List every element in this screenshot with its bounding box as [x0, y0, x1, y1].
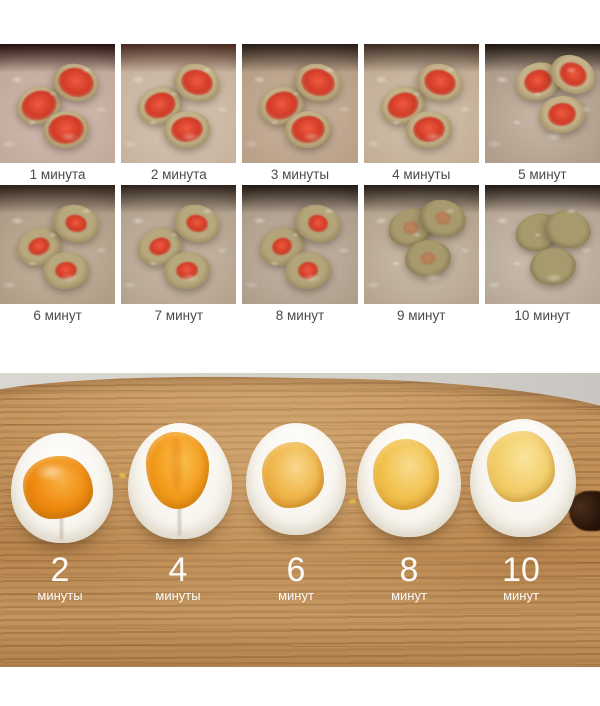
egg-yolk-core: [299, 65, 338, 100]
egg-time-label-8: 8 минут: [364, 553, 454, 603]
boiling-step-9-min: 9 минут: [363, 185, 479, 329]
egg-in-pot: [527, 245, 578, 288]
boiling-step-7-min: 7 минут: [121, 185, 237, 329]
egg-yolk-core: [433, 210, 453, 228]
pot-photo: [484, 44, 600, 163]
knife-handle: [569, 491, 600, 531]
pot-photo: [0, 44, 116, 163]
egg-yolk-core: [421, 66, 458, 99]
time-caption: 6 минут: [33, 308, 82, 323]
minutes-unit: минут: [391, 588, 427, 603]
egg-yolk-core: [290, 114, 326, 145]
minutes-number: 6: [286, 551, 306, 589]
egg-yolk-core: [555, 57, 592, 92]
egg-half-6-min: [246, 423, 346, 535]
time-caption: 3 минуты: [270, 167, 330, 182]
minutes-number: 10: [502, 551, 540, 589]
egg-yolk-core: [25, 234, 53, 259]
timeline-row-2: 6 минут 7 минут 8 минут 9 минут 10 минут: [0, 185, 600, 329]
minutes-number: 2: [50, 551, 70, 589]
boiling-step-5-min: 5 минут: [484, 44, 600, 185]
egg-yolk-core: [306, 213, 331, 234]
egg-yolk-core: [419, 250, 438, 266]
egg-time-label-2: 2 минуты: [15, 553, 105, 603]
time-caption: 8 минут: [275, 308, 325, 323]
minutes-unit: минут: [503, 588, 539, 603]
egg-yolk-core: [63, 212, 89, 235]
pot-photo: [363, 185, 479, 304]
egg-half-8-min: [357, 423, 461, 537]
egg-yolk-core: [178, 66, 216, 100]
pot-photo: [121, 44, 237, 163]
egg-yolk-core: [169, 114, 205, 144]
minutes-number: 4: [168, 551, 188, 589]
time-caption: 10 минут: [514, 308, 571, 323]
egg-half-10-min: [470, 419, 576, 537]
egg-yolk-core: [297, 260, 319, 280]
egg-yolk-core: [46, 112, 86, 146]
yolk-6-min: [262, 442, 324, 509]
pot-photo: [121, 185, 237, 304]
pot-photo: [363, 44, 479, 163]
doneness-result-photo: 2 минуты 4 минуты 6 минут 8 минут 10 мин…: [0, 373, 600, 667]
boiling-step-1-min: 1 минута: [0, 44, 116, 185]
pot-photo: [484, 185, 600, 304]
egg-yolk-core: [147, 234, 174, 258]
time-caption: 7 минут: [154, 308, 204, 323]
boiling-step-2-min: 2 минута: [121, 44, 237, 185]
boiling-step-10-min: 10 минут: [484, 185, 600, 329]
boiling-step-6-min: 6 минут: [0, 185, 116, 329]
egg-yolk-core: [175, 260, 199, 280]
egg-half-4-min: [128, 423, 232, 539]
egg-yolk-core: [184, 212, 210, 235]
yolk-4-min: [145, 432, 210, 509]
time-caption: 2 минута: [150, 167, 207, 182]
egg-in-pot: [537, 94, 587, 136]
egg-yolk-core: [53, 260, 78, 281]
egg-time-label-6: 6 минут: [251, 553, 341, 603]
egg-time-label-4: 4 минуты: [133, 553, 223, 603]
egg-yolk-core: [55, 64, 97, 101]
yolk-8-min: [372, 438, 440, 510]
boiling-timeline: 1 минута 2 минута 3 минуты 4 минуты 5 минут …: [0, 0, 600, 329]
egg-yolk-core: [269, 235, 294, 258]
timeline-row-1: 1 минута 2 минута 3 минуты 4 минуты 5 минут: [0, 44, 600, 185]
pot-photo: [0, 185, 116, 304]
egg-time-label-10: 10 минут: [476, 553, 566, 603]
egg-yolk-core: [412, 114, 447, 144]
boiling-step-4-min: 4 минуты: [363, 44, 479, 185]
minutes-number: 8: [399, 551, 419, 589]
yolk-10-min: [486, 430, 555, 502]
minutes-unit: минуты: [155, 588, 201, 603]
time-caption: 1 минута: [29, 167, 86, 182]
egg-yolk-core: [400, 218, 421, 237]
egg-half-2-min: [11, 433, 113, 543]
minutes-unit: минут: [278, 588, 314, 603]
boiling-step-3-min: 3 минуты: [242, 44, 358, 185]
time-caption: 9 минут: [396, 308, 446, 323]
pot-photo: [242, 185, 358, 304]
time-caption: 4 минуты: [392, 167, 451, 182]
time-caption: 5 минут: [518, 167, 567, 182]
pot-photo: [242, 44, 358, 163]
egg-yolk-core: [546, 101, 578, 128]
boiling-step-8-min: 8 минут: [242, 185, 358, 329]
minutes-unit: минуты: [37, 588, 83, 603]
yolk-2-min: [23, 456, 93, 519]
